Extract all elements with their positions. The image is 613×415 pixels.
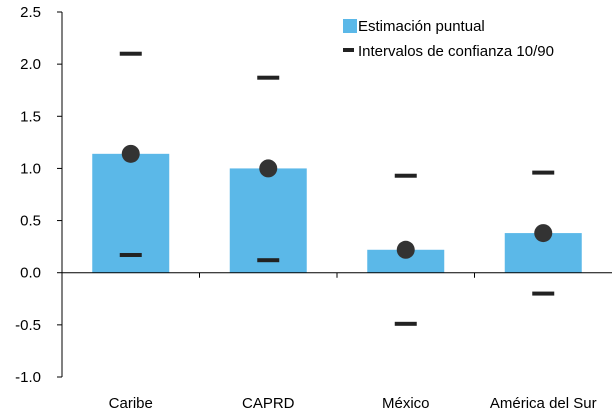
bar [367, 249, 445, 273]
legend-label-estimate: Estimación puntual [358, 18, 485, 35]
y-axis: -1.0 -0.5 0.0 0.5 1.0 1.5 2.0 2.5 [15, 4, 63, 386]
y-tick-label: 2.5 [20, 4, 41, 21]
point-marker [534, 224, 553, 243]
interval-mark [119, 51, 142, 56]
point-marker [121, 144, 140, 163]
y-tick-label: -1.0 [15, 369, 41, 386]
interval-mark [394, 173, 417, 178]
legend: Estimación puntual Intervalos de confian… [343, 18, 554, 60]
y-tick-label: -0.5 [15, 317, 41, 334]
x-tick-label: América del Sur [490, 395, 597, 412]
x-tick-label: Caribe [109, 395, 153, 412]
interval-mark [119, 252, 142, 257]
legend-label-interval: Intervalos de confianza 10/90 [358, 43, 554, 60]
x-tick-label: CAPRD [242, 395, 295, 412]
x-axis: Caribe CAPRD México América del Sur [62, 272, 612, 412]
interval-mark [257, 75, 280, 80]
interval-mark [532, 170, 555, 175]
bar [229, 168, 307, 273]
interval-mark [532, 291, 555, 296]
legend-swatch-bar [343, 19, 357, 33]
y-tick-label: 2.0 [20, 56, 41, 73]
point-estimates [121, 144, 553, 259]
interval-mark [257, 258, 280, 263]
interval-mark [394, 321, 417, 326]
y-tick-label: 1.5 [20, 108, 41, 125]
y-tick-label: 0.5 [20, 213, 41, 230]
bar [92, 153, 170, 273]
bars [92, 153, 582, 273]
legend-swatch-interval [343, 48, 354, 52]
confidence-intervals [119, 51, 555, 326]
y-tick-label: 0.0 [20, 265, 41, 282]
y-tick-label: 1.0 [20, 160, 41, 177]
point-marker [396, 240, 415, 259]
point-marker [259, 159, 278, 178]
x-tick-label: México [382, 395, 430, 412]
